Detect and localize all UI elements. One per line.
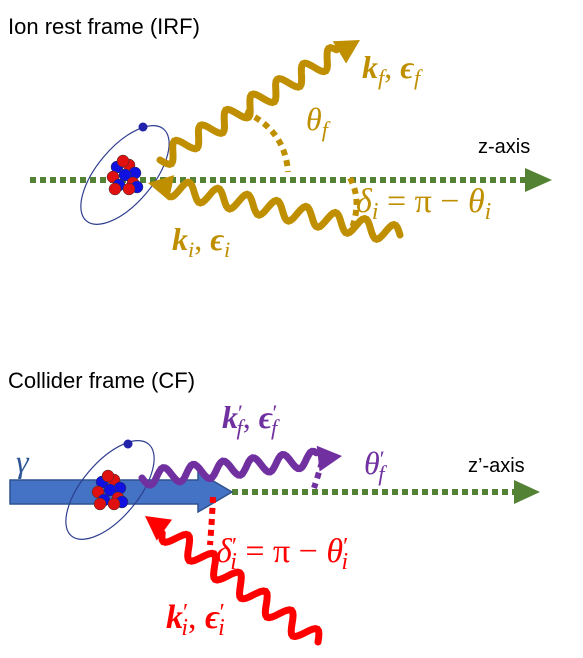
- axis-label: z-axis: [478, 136, 530, 158]
- label-part: ′: [220, 600, 225, 626]
- label-part: i: [372, 199, 379, 225]
- label-part: k: [172, 221, 188, 257]
- photon-wave: [156, 44, 340, 168]
- axis-arrowhead: [514, 480, 540, 504]
- math-label: k′ f, ϵ′ f: [222, 399, 280, 440]
- label-part: i: [485, 199, 492, 225]
- label-part: ′: [343, 534, 348, 560]
- nucleon: [122, 182, 136, 196]
- angle-arc: [347, 176, 360, 230]
- label-part: θ: [306, 101, 322, 137]
- nucleon: [93, 497, 107, 511]
- photon-arrowhead: [145, 516, 173, 541]
- electron: [123, 439, 133, 449]
- angle-arc: [207, 496, 216, 546]
- label-part: ,: [243, 399, 259, 435]
- label-part: θ: [326, 533, 343, 570]
- label-part: i: [218, 615, 225, 641]
- math-label: δi = π − θi: [356, 183, 491, 225]
- label-part: k: [362, 49, 378, 85]
- label-part: k: [222, 399, 238, 435]
- label-part: i: [181, 615, 188, 641]
- axis-arrowhead: [525, 168, 552, 192]
- label-part: k: [166, 599, 183, 636]
- label-part: f: [378, 65, 387, 90]
- math-label: k′ i, ϵ′ i: [166, 599, 225, 641]
- orbit: [80, 125, 170, 225]
- label-part: θ: [364, 445, 380, 481]
- atom: [65, 439, 155, 540]
- photon-arrowhead: [332, 40, 360, 64]
- axis-label: z’-axis: [468, 455, 525, 477]
- nucleon: [116, 154, 130, 168]
- math-label: δ′ i = π − θ′ i: [216, 533, 348, 575]
- label-part: ,: [384, 49, 400, 85]
- label-part: f: [414, 65, 423, 90]
- atom: [80, 122, 170, 225]
- photon-wave: [167, 178, 404, 244]
- label-part: f: [237, 415, 246, 440]
- frame-title: Ion rest frame (IRF): [8, 14, 200, 39]
- label-part: ′: [183, 600, 188, 626]
- photon-wave: [158, 529, 323, 646]
- nucleon: [107, 497, 121, 511]
- label-part: ϵ: [259, 399, 273, 435]
- label-part: ′: [380, 446, 385, 471]
- label-part: ϵ: [205, 599, 220, 636]
- angle-arc: [243, 109, 291, 173]
- label-part: ′: [238, 400, 243, 425]
- label-part: f: [322, 117, 331, 142]
- nucleon: [108, 182, 122, 196]
- label-part: = π −: [378, 183, 468, 220]
- label-part: θ: [468, 183, 485, 220]
- label-part: f: [378, 461, 387, 486]
- label-part: δ: [356, 183, 373, 220]
- nucleon: [103, 483, 117, 497]
- electron: [138, 122, 148, 132]
- label-part: ′: [273, 400, 278, 425]
- label-part: ′: [232, 534, 237, 560]
- label-part: i: [188, 237, 194, 262]
- label-part: δ: [216, 533, 233, 570]
- orbit: [65, 440, 155, 540]
- math-label: kf, ϵf: [362, 49, 423, 90]
- label-part: i: [230, 549, 237, 575]
- label-part: ϵ: [400, 49, 414, 85]
- angle-arc: [311, 461, 325, 489]
- label-part: i: [341, 549, 348, 575]
- label-part: i: [224, 237, 230, 262]
- label-part: ,: [188, 599, 205, 636]
- photon-wave: [138, 447, 320, 489]
- label-part: ϵ: [210, 221, 224, 257]
- label-part: ,: [194, 221, 210, 257]
- gamma-label: γ: [16, 443, 30, 479]
- nucleon: [118, 168, 132, 182]
- photon-arrowhead: [148, 175, 175, 201]
- label-part: = π −: [237, 533, 327, 570]
- frame-title: Collider frame (CF): [8, 368, 195, 393]
- math-label: ki, ϵi: [172, 221, 230, 262]
- math-label: θ′ f: [364, 445, 387, 486]
- nucleon: [101, 469, 115, 483]
- label-part: f: [271, 415, 280, 440]
- math-label: θf: [306, 101, 331, 142]
